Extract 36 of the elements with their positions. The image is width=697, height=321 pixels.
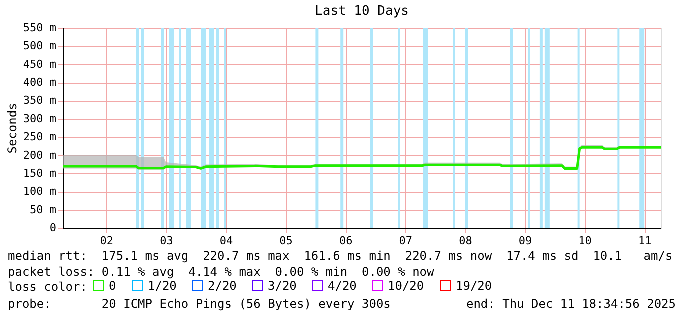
- y-tick-label: 200 m: [23, 148, 57, 162]
- y-tick-label: 300 m: [23, 112, 57, 126]
- x-tick-label: 02: [100, 234, 114, 248]
- y-tick-label: 100 m: [23, 185, 57, 198]
- x-tick-label: 03: [160, 234, 174, 248]
- text: end: Thu Dec 11 18:34:56 2025: [466, 297, 676, 311]
- legend-label: 19/20: [456, 279, 492, 293]
- x-tick-label: 04: [220, 234, 234, 248]
- x-tick-label: 09: [518, 234, 532, 248]
- x-tick-label: 11: [638, 234, 652, 248]
- legend-title: loss color:: [8, 280, 88, 294]
- y-tick-label: 450 m: [23, 58, 57, 71]
- x-tick-label: 07: [399, 234, 413, 248]
- legend-label: 10/20: [388, 279, 424, 293]
- text: probe: 20 ICMP Echo Pings (56 Bytes) every 300s: [8, 297, 391, 311]
- x-tick-label: 08: [459, 234, 472, 248]
- y-tick-label: 0: [50, 222, 56, 234]
- y-tick-label: 550 m: [23, 22, 57, 34]
- y-tick-label: 500 m: [23, 40, 57, 53]
- legend-label: 2/20: [208, 279, 237, 293]
- legend-label: 1/20: [148, 279, 177, 293]
- x-tick-label: 06: [339, 234, 353, 248]
- legend-label: 4/20: [328, 279, 357, 293]
- y-tick-label: 150 m: [23, 166, 57, 180]
- y-tick-label: 350 m: [23, 94, 57, 108]
- legend-label: 0: [109, 279, 116, 293]
- y-tick-label: 50 m: [30, 203, 57, 216]
- y-axis-title: Seconds: [5, 103, 20, 154]
- chart-title: Last 10 Days: [315, 4, 409, 19]
- text: median rtt: 175.1 ms avg 220.7 ms max 161.6 ms min 220.7 ms now 17.4 ms sd 10.1 am/s: [8, 249, 673, 263]
- legend-label: 3/20: [268, 279, 297, 293]
- y-tick-label: 250 m: [23, 130, 57, 144]
- x-tick-label: 05: [280, 234, 293, 248]
- x-tick-label: 10: [578, 234, 592, 248]
- y-tick-label: 400 m: [23, 76, 57, 90]
- text: packet loss: 0.11 % avg 4.14 % max 0.00 % min 0.00 % now: [8, 265, 436, 279]
